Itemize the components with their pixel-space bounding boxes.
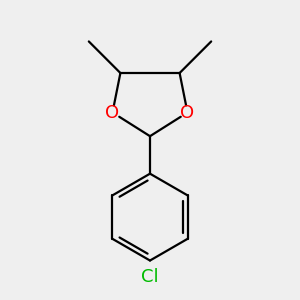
Text: Cl: Cl [141, 268, 159, 286]
Text: O: O [180, 103, 195, 122]
Text: O: O [105, 103, 120, 122]
